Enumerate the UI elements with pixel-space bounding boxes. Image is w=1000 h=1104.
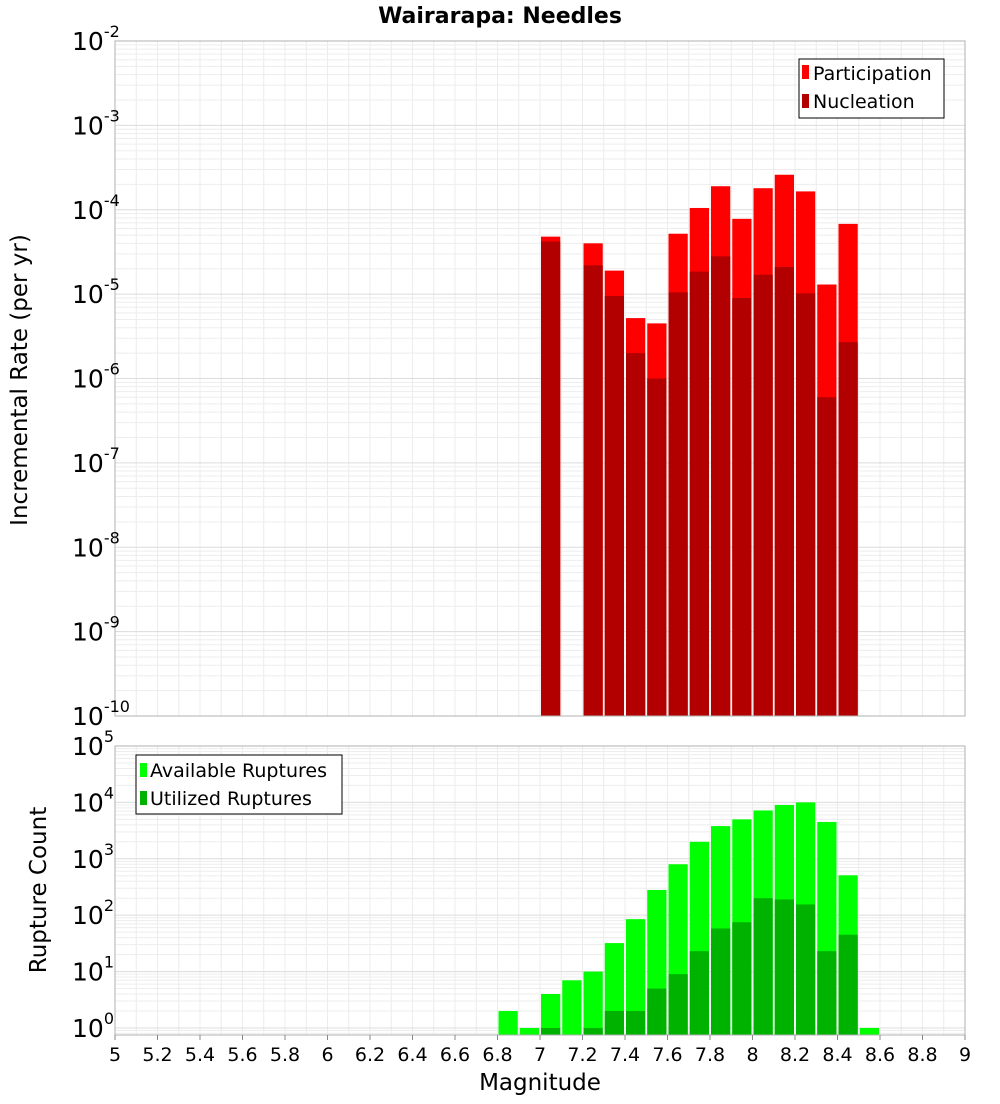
- x-tick-label: 5.8: [270, 1044, 300, 1066]
- rate-panel: 10-2 10-3 10-4 10-5 10-6 10-7 10-8 10-9 10-10 In…: [7, 22, 966, 731]
- rupture-available-ruptures-bar: [498, 1010, 518, 1035]
- rate-legend-box: [798, 58, 945, 119]
- x-tick-label: 6.4: [397, 1044, 427, 1066]
- rate-gridlines: [114, 40, 966, 717]
- rupture-utilized-ruptures-bar: [626, 1010, 646, 1035]
- x-tick-label: 7.6: [652, 1044, 682, 1066]
- x-tick-label: 6.8: [482, 1044, 512, 1066]
- rate-y-tick-label: 10-7: [72, 444, 120, 478]
- rupture-y-tick-label: 103: [72, 840, 114, 874]
- rate-y-tick-label: 10-9: [72, 613, 120, 647]
- x-tick-label: 7.8: [695, 1044, 725, 1066]
- rupture-utilized-ruptures-bar: [796, 904, 816, 1035]
- nucleation-legend-label: Nucleation: [813, 91, 915, 113]
- x-tick-label: 8.4: [822, 1044, 852, 1066]
- utilized-legend-label: Utilized Ruptures: [150, 788, 312, 810]
- rate-y-tick-label: 10-8: [72, 528, 120, 562]
- x-tick-label: 5: [109, 1044, 121, 1066]
- rupture-available-ruptures-bar: [626, 919, 646, 1035]
- rate-y-ticks: 10-2 10-3 10-4 10-5 10-6 10-7 10-8 10-9 10-10: [72, 22, 130, 731]
- rupture-panel: 105 104 103 102 101 100 5 5.2 5.4 5.6 5.8 6 6.2 6.4 6…: [26, 727, 971, 1096]
- x-tick-label: 6.6: [440, 1044, 470, 1066]
- rupture-utilized-ruptures-bar: [838, 934, 858, 1035]
- rupture-available-ruptures-bar: [859, 1027, 879, 1035]
- rupture-legend: Available Ruptures Utilized Ruptures: [135, 754, 343, 815]
- x-tick-label: 8: [746, 1044, 758, 1066]
- nucleation-legend-swatch: [802, 94, 809, 108]
- x-tick-label: 7.4: [610, 1044, 640, 1066]
- rupture-utilized-ruptures-bar: [711, 928, 731, 1035]
- rate-nucleation-bar: [668, 292, 688, 716]
- rupture-utilized-ruptures-bar: [647, 988, 667, 1035]
- rate-nucleation-bar: [753, 274, 773, 716]
- x-tick-label: 9: [959, 1044, 971, 1066]
- rupture-utilized-ruptures-bar: [583, 1027, 603, 1035]
- rate-nucleation-bar: [817, 397, 837, 716]
- rupture-legend-box: [135, 754, 343, 815]
- x-tick-label: 7: [534, 1044, 546, 1066]
- rupture-y-tick-label: 105: [72, 727, 114, 761]
- rupture-y-tick-label: 101: [72, 953, 114, 987]
- rupture-utilized-ruptures-bar: [753, 898, 773, 1035]
- rupture-utilized-ruptures-bar: [774, 899, 794, 1035]
- rate-nucleation-bar: [604, 296, 624, 716]
- rate-nucleation-bar: [711, 256, 731, 716]
- rate-nucleation-bar: [583, 265, 603, 716]
- x-axis-label: Magnitude: [479, 1070, 601, 1096]
- rupture-available-ruptures-bar: [519, 1027, 539, 1035]
- utilized-legend-swatch: [140, 791, 147, 805]
- rupture-utilized-ruptures-bar: [604, 1010, 624, 1035]
- rupture-y-tick-label: 104: [72, 783, 114, 817]
- rupture-y-axis-label: Rupture Count: [26, 807, 52, 973]
- rate-y-tick-label: 10-6: [72, 360, 120, 394]
- rate-nucleation-bar: [796, 293, 816, 716]
- rate-nucleation-bar: [647, 378, 667, 716]
- rupture-bars: [498, 802, 879, 1035]
- x-tick-label: 5.4: [185, 1044, 215, 1066]
- rate-nucleation-bar: [626, 353, 646, 716]
- rupture-utilized-ruptures-bar: [668, 974, 688, 1035]
- rate-nucleation-bar: [732, 297, 752, 716]
- rate-y-tick-label: 10-4: [72, 191, 120, 225]
- rate-nucleation-bar: [541, 241, 561, 717]
- x-tick-label: 8.8: [907, 1044, 937, 1066]
- x-tick-label: 8.6: [865, 1044, 895, 1066]
- rupture-available-ruptures-bar: [583, 971, 603, 1035]
- available-legend-swatch: [140, 763, 147, 777]
- x-tick-label: 6: [321, 1044, 333, 1066]
- x-tick-label: 7.2: [567, 1044, 597, 1066]
- available-legend-label: Available Ruptures: [150, 760, 327, 782]
- rate-plot-frame: [114, 40, 966, 717]
- participation-legend-swatch: [802, 65, 809, 79]
- rate-y-tick-label: 10-5: [72, 275, 120, 309]
- x-tick-label: 5.6: [227, 1044, 257, 1066]
- x-tick-label: 5.2: [142, 1044, 172, 1066]
- magnitude-x-ticks: 5 5.2 5.4 5.6 5.8 6 6.2 6.4 6.6 6.8 7 7.2 7.4 7.6 7.8 8…: [109, 1035, 971, 1066]
- rate-y-tick-label: 10-10: [72, 697, 130, 731]
- x-tick-label: 8.2: [780, 1044, 810, 1066]
- rate-nucleation-bar: [838, 342, 858, 716]
- rupture-utilized-ruptures-bar: [689, 951, 709, 1035]
- rupture-available-ruptures-bar: [541, 994, 561, 1035]
- rate-y-axis-label: Incremental Rate (per yr): [7, 234, 33, 526]
- rupture-y-tick-label: 100: [72, 1009, 114, 1043]
- rate-y-tick-label: 10-3: [72, 106, 120, 140]
- chart-title: Wairarapa: Needles: [378, 4, 622, 29]
- rate-nucleation-bar: [774, 266, 794, 716]
- rate-bars: [541, 174, 858, 717]
- rupture-y-tick-label: 102: [72, 896, 114, 930]
- rupture-available-ruptures-bar: [562, 980, 582, 1035]
- rupture-utilized-ruptures-bar: [817, 951, 837, 1035]
- rupture-y-ticks: 105 104 103 102 101 100: [72, 727, 114, 1043]
- rupture-utilized-ruptures-bar: [541, 1027, 561, 1035]
- rate-legend: Participation Nucleation: [798, 58, 945, 119]
- x-tick-label: 6.2: [355, 1044, 385, 1066]
- rate-y-tick-label: 10-2: [72, 22, 120, 56]
- rate-nucleation-bar: [689, 271, 709, 716]
- rupture-utilized-ruptures-bar: [732, 922, 752, 1035]
- participation-legend-label: Participation: [813, 63, 932, 85]
